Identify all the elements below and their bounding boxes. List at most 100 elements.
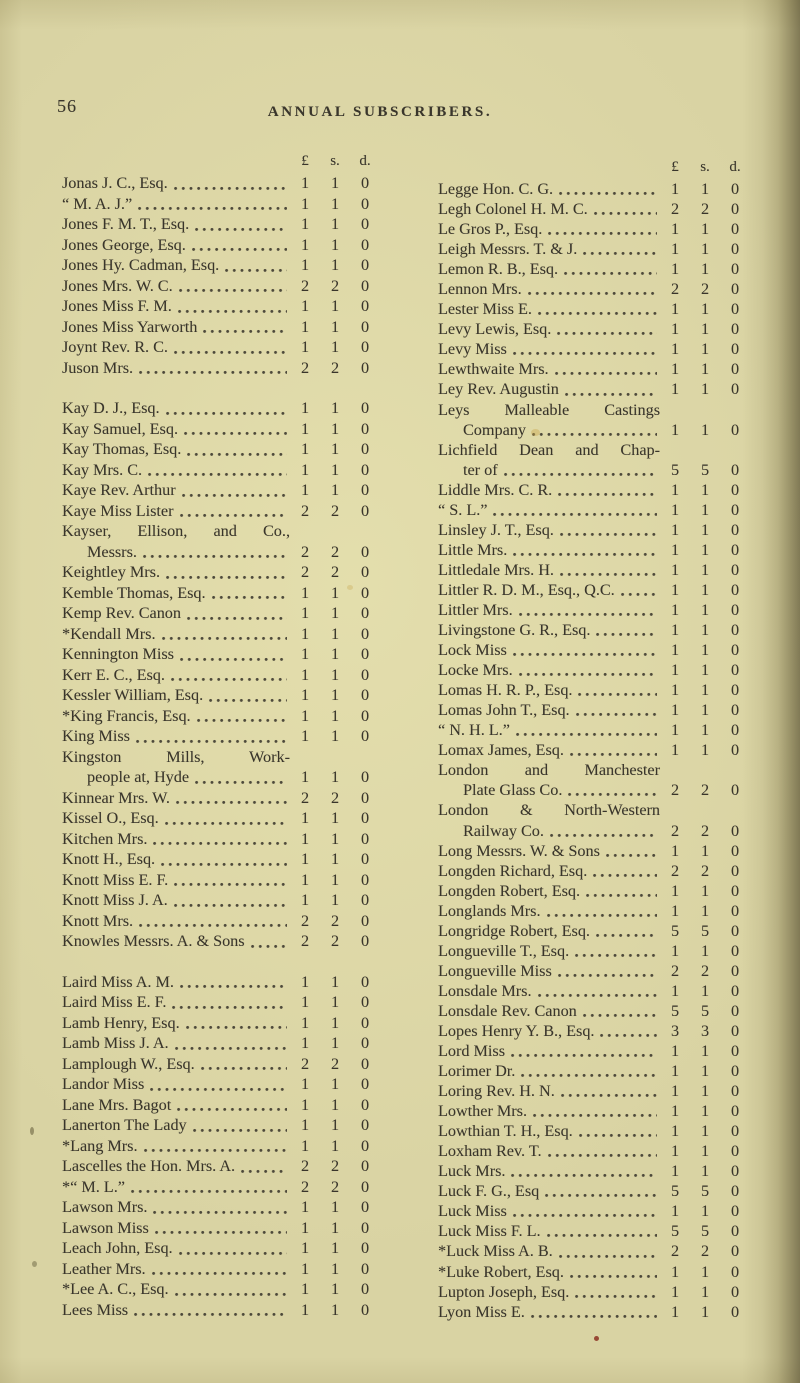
dot-leader (179, 656, 287, 662)
amount-pence: 0 (730, 280, 740, 299)
amount-pence: 0 (730, 1102, 740, 1121)
subscriber-name: Longueville Miss (438, 961, 552, 980)
subscriber-name: *King Francis, Esq. (62, 706, 191, 725)
amount-pence: 0 (730, 781, 740, 800)
amount-pounds: 1 (670, 380, 680, 399)
subscriber-row: Knowles Messrs. A. & Sons 2 2 0 (62, 931, 380, 952)
amount-pounds: 1 (300, 768, 310, 786)
amount-shillings: 1 (330, 1075, 340, 1093)
subscriber-name: Kaye Miss Lister (62, 501, 174, 520)
subscriber-name: Lowther Mrs. (438, 1102, 528, 1121)
subscriber-name-wrap: London and Manchester (438, 761, 660, 780)
subscriber-row: Knott Miss J. A. 1 1 0 (62, 890, 380, 911)
amount-pounds: 1 (300, 481, 310, 499)
dot-leader (547, 1153, 657, 1159)
subscriber-name: Keightley Mrs. (62, 563, 161, 581)
dot-leader (537, 992, 657, 998)
dot-leader (175, 800, 287, 805)
dot-leader (179, 984, 287, 989)
amount-shillings: 1 (700, 240, 710, 259)
amount-shillings: 1 (330, 317, 340, 336)
amount-pence: 0 (360, 1218, 370, 1237)
subscriber-row: Knott H., Esq. 1 1 0 (62, 849, 380, 870)
amount-shillings: 1 (330, 870, 340, 889)
dot-leader (521, 1073, 657, 1079)
dot-leader (564, 391, 657, 397)
dot-leader (546, 912, 657, 918)
dot-leader (513, 551, 657, 557)
amount-pounds: 2 (670, 781, 680, 800)
subscriber-name: Jones Hy. Cadman, Esq. (62, 256, 220, 274)
subscriber-name: Kay Thomas, Esq. (62, 440, 182, 458)
subscriber-name: “ N. H. L.” (438, 721, 510, 740)
amount-pounds: 1 (300, 317, 310, 336)
subscriber-row: Lawson Mrs. 1 1 0 (62, 1197, 380, 1218)
subscriber-row: Le Gros P., Esq. 1 1 0 (438, 219, 750, 239)
subscriber-name: Little Mrs. (438, 540, 508, 559)
amount-pounds: 1 (300, 1034, 310, 1052)
dot-leader (138, 206, 287, 211)
subscriber-group: Kay D. J., Esq. 1 1 0 Kay Samuel, Esq. 1 1 0 Kay… (62, 398, 380, 952)
amount-shillings: 1 (330, 1198, 340, 1216)
amount-pence: 0 (360, 235, 370, 254)
amount-pence: 0 (360, 706, 370, 725)
dot-leader (191, 247, 287, 252)
page-title: ANNUAL SUBSCRIBERS. (267, 104, 493, 120)
dot-leader (549, 832, 657, 838)
subscriber-row: Longueville T., Esq. 1 1 0 (438, 941, 750, 961)
subscriber-name: Plate Glass Co. (463, 781, 563, 800)
subscriber-name: Knott Miss E. F. (62, 870, 169, 889)
subscriber-name: King Miss (62, 727, 130, 745)
amount-shillings: 1 (700, 1282, 710, 1301)
amount-pence: 0 (360, 604, 370, 622)
subscriber-row: *Luck Miss A. B. 2 2 0 (438, 1241, 750, 1261)
amount-shillings: 1 (330, 727, 340, 745)
subscriber-row: Lawson Miss 1 1 0 (62, 1218, 380, 1239)
dot-leader (241, 1168, 287, 1174)
subscriber-row: Leather Mrs. 1 1 0 (62, 1259, 380, 1280)
subscriber-row: Kemble Thomas, Esq. 1 1 0 (62, 583, 380, 604)
subscriber-name: Lascelles the Hon. Mrs. A. (62, 1157, 236, 1175)
dot-leader (593, 872, 657, 878)
subscriber-row: Loring Rev. H. N. 1 1 0 (438, 1081, 750, 1101)
amount-pence: 0 (360, 891, 370, 909)
amount-pounds: 1 (670, 1282, 680, 1301)
amount-pence: 0 (360, 1095, 370, 1114)
amount-pounds: 2 (300, 501, 310, 520)
subscriber-row: Kaye Rev. Arthur 1 1 0 (62, 480, 380, 501)
dot-leader (177, 1107, 287, 1112)
amount-pence: 0 (730, 220, 740, 239)
amount-pounds: 5 (670, 1222, 680, 1241)
amount-shillings: 1 (330, 665, 340, 684)
amount-shillings: 1 (330, 297, 340, 315)
dot-leader (164, 820, 287, 826)
subscriber-row: Legge Hon. C. G. 1 1 0 (438, 179, 750, 199)
dot-leader (518, 612, 657, 618)
pence-label: d. (729, 159, 741, 175)
subscriber-row: Jones Hy. Cadman, Esq. 1 1 0 (62, 255, 380, 276)
amount-shillings: 1 (330, 440, 340, 458)
subscriber-row: Kessler William, Esq. 1 1 0 (62, 685, 380, 706)
subscriber-row: Loxham Rev. T. 1 1 0 (438, 1141, 750, 1161)
amount-pence: 0 (360, 481, 370, 499)
dot-leader (558, 491, 657, 497)
amount-pence: 0 (360, 1239, 370, 1257)
amount-pounds: 2 (300, 563, 310, 581)
amount-shillings: 2 (330, 501, 340, 520)
subscriber-row: *Lee A. C., Esq. 1 1 0 (62, 1279, 380, 1300)
subscriber-group: Legge Hon. C. G. 1 1 0 Legh Colonel H. M. C.… (438, 179, 750, 1322)
subscriber-name: Lester Miss E. (438, 300, 532, 319)
amount-shillings: 1 (330, 1136, 340, 1155)
subscriber-group: Laird Miss A. M. 1 1 0 Laird Miss E. F. 1 1 0 La… (62, 972, 380, 1321)
dot-leader (596, 632, 657, 638)
amount-pounds: 1 (300, 1013, 310, 1032)
subscriber-name: *Luck Miss A. B. (438, 1242, 553, 1261)
subscriber-row: Kitchen Mrs. 1 1 0 (62, 829, 380, 850)
amount-pence: 0 (360, 768, 370, 786)
subscriber-name: Kissel O., Esq. (62, 809, 159, 827)
amount-pence: 0 (730, 1082, 740, 1101)
subscriber-name: Jones Mrs. W. C. (62, 276, 173, 295)
subscriber-row: Lomas H. R. P., Esq. 1 1 0 (438, 680, 750, 700)
amount-pounds: 1 (300, 1239, 310, 1257)
